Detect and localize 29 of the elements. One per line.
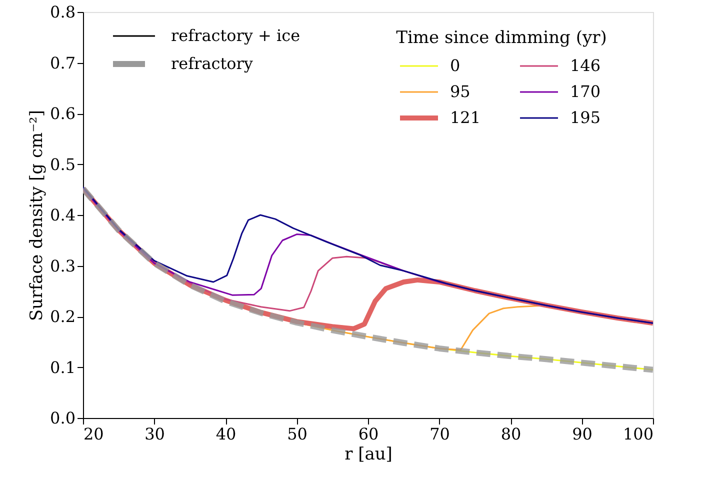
legend-label: 170: [570, 82, 601, 101]
y-tick-label: 0.1: [50, 358, 76, 377]
x-tick-label: 60: [358, 424, 379, 444]
x-tick-label: 40: [216, 424, 236, 444]
x-tick-label: 80: [500, 424, 522, 444]
x-tick-label: 20: [84, 424, 104, 444]
y-tick-label: 0.0: [50, 408, 76, 428]
legend-label: 121: [450, 108, 481, 127]
x-tick-label: 50: [287, 424, 308, 444]
y-axis-title: Surface density [g cm⁻²]: [27, 110, 48, 322]
x-tick-label: 30: [144, 424, 165, 444]
x-tick-label: 90: [572, 424, 592, 444]
legend-label: 146: [570, 56, 601, 75]
legend-label: 195: [570, 108, 601, 127]
y-tick-label: 0.7: [50, 53, 76, 72]
y-tick-label: 0.4: [50, 206, 76, 224]
x-axis-title: r [au]: [344, 444, 392, 464]
legend-label: 0: [450, 56, 460, 75]
y-tick-label: 0.8: [50, 2, 76, 22]
legend-label: 95: [450, 82, 470, 101]
x-tick-label: 70: [430, 424, 450, 444]
y-tick-label: 0.6: [50, 104, 76, 123]
y-tick-label: 0.2: [50, 307, 76, 326]
y-tick-label: 0.5: [50, 154, 76, 174]
annotation: refractory + ice: [171, 26, 300, 45]
legend-title: Time since dimming (yr): [396, 28, 607, 48]
x-tick-label: 100: [622, 424, 654, 444]
legend-label: refractory: [171, 54, 253, 73]
y-tick-label: 0.3: [50, 256, 76, 276]
